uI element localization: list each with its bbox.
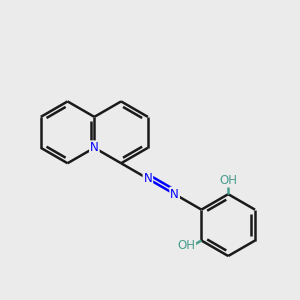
Text: N: N xyxy=(170,188,179,201)
Text: OH: OH xyxy=(177,239,195,252)
Text: N: N xyxy=(143,172,152,185)
Text: OH: OH xyxy=(219,173,237,187)
Text: N: N xyxy=(90,141,99,154)
